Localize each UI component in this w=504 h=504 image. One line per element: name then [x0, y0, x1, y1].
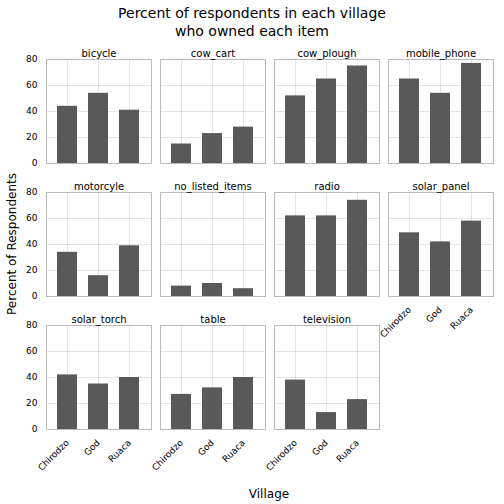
svg-text:Village: Village — [249, 487, 289, 501]
svg-text:60: 60 — [26, 346, 38, 356]
svg-text:television: television — [303, 314, 351, 325]
svg-text:solar_torch: solar_torch — [71, 314, 126, 326]
svg-text:Percent of Respondents: Percent of Respondents — [5, 173, 19, 315]
svg-text:mobile_phone: mobile_phone — [406, 48, 476, 60]
svg-text:20: 20 — [26, 398, 38, 408]
svg-text:Ruaca: Ruaca — [334, 438, 361, 465]
svg-text:Ruaca: Ruaca — [448, 305, 475, 332]
svg-text:40: 40 — [26, 372, 38, 382]
svg-text:God: God — [310, 438, 330, 458]
svg-text:40: 40 — [26, 239, 38, 249]
svg-text:no_listed_items: no_listed_items — [174, 181, 251, 193]
svg-text:80: 80 — [26, 54, 38, 64]
svg-text:80: 80 — [26, 320, 38, 330]
svg-text:0: 0 — [32, 424, 38, 434]
svg-text:God: God — [82, 438, 102, 458]
svg-text:God: God — [196, 438, 216, 458]
svg-text:table: table — [200, 314, 225, 325]
svg-text:solar_panel: solar_panel — [412, 181, 469, 193]
svg-text:Ruaca: Ruaca — [220, 438, 247, 465]
svg-text:80: 80 — [26, 187, 38, 197]
svg-text:20: 20 — [26, 132, 38, 142]
svg-text:cow_plough: cow_plough — [297, 48, 356, 60]
svg-text:Chirodzo: Chirodzo — [36, 437, 71, 472]
svg-text:60: 60 — [26, 213, 38, 223]
svg-text:0: 0 — [32, 291, 38, 301]
svg-text:radio: radio — [314, 181, 339, 192]
svg-text:40: 40 — [26, 106, 38, 116]
svg-text:Chirodzo: Chirodzo — [378, 304, 413, 339]
svg-text:20: 20 — [26, 265, 38, 275]
svg-text:God: God — [424, 305, 444, 325]
svg-text:Ruaca: Ruaca — [106, 438, 133, 465]
svg-text:0: 0 — [32, 158, 38, 168]
svg-text:cow_cart: cow_cart — [191, 48, 236, 60]
svg-text:bicycle: bicycle — [82, 48, 117, 59]
svg-text:motorcyle: motorcyle — [74, 181, 124, 192]
svg-text:60: 60 — [26, 80, 38, 90]
svg-text:Chirodzo: Chirodzo — [264, 437, 299, 472]
html-text:Percent of respondents in each: Percent of respondents in each village w… — [118, 5, 386, 39]
svg-text:Chirodzo: Chirodzo — [150, 437, 185, 472]
